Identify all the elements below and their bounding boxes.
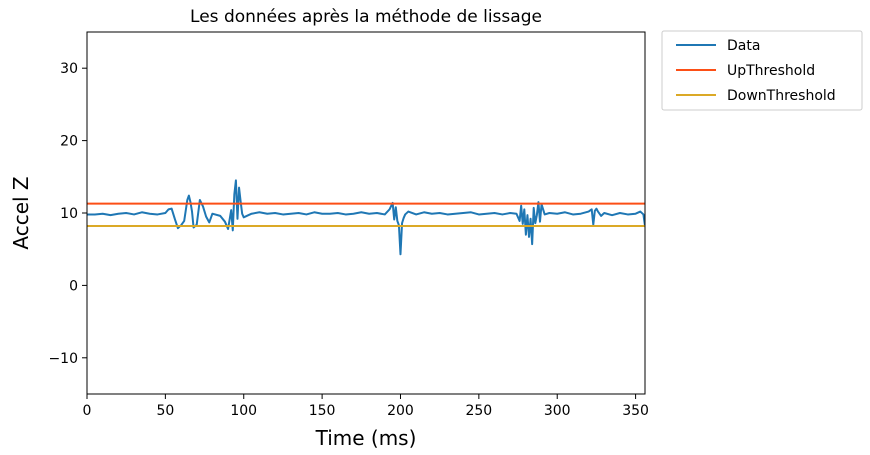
- legend-frame: [661, 30, 863, 111]
- x-tick-label: 150: [309, 403, 336, 419]
- y-tick-label: 10: [60, 206, 78, 222]
- y-tick-label: −10: [48, 351, 78, 367]
- legend: Data UpThreshold DownThreshold: [661, 30, 863, 111]
- x-tick-label: 0: [83, 403, 92, 419]
- x-tick-label: 250: [465, 403, 492, 419]
- chart-title: Les données après la méthode de lissage: [190, 7, 542, 27]
- x-axis-label: Time (ms): [315, 426, 417, 450]
- y-tick-label: 30: [60, 61, 78, 77]
- x-tick-label: 200: [387, 403, 414, 419]
- legend-label-downthreshold: DownThreshold: [727, 88, 836, 104]
- x-tick-label: 100: [230, 403, 257, 419]
- x-tick-label: 300: [544, 403, 571, 419]
- y-axis: −10 0 10 20 30: [48, 61, 87, 367]
- legend-label-upthreshold: UpThreshold: [727, 63, 815, 79]
- x-tick-label: 350: [622, 403, 649, 419]
- y-axis-label: Accel Z: [9, 176, 33, 249]
- x-axis: 0 50 100 150 200 250 300 350: [83, 394, 649, 419]
- series-line-data: [87, 179, 645, 256]
- y-tick-label: 0: [69, 278, 78, 294]
- legend-label-data: Data: [727, 38, 760, 54]
- x-tick-label: 50: [156, 403, 174, 419]
- series-layer: [87, 179, 645, 256]
- y-tick-label: 20: [60, 134, 78, 150]
